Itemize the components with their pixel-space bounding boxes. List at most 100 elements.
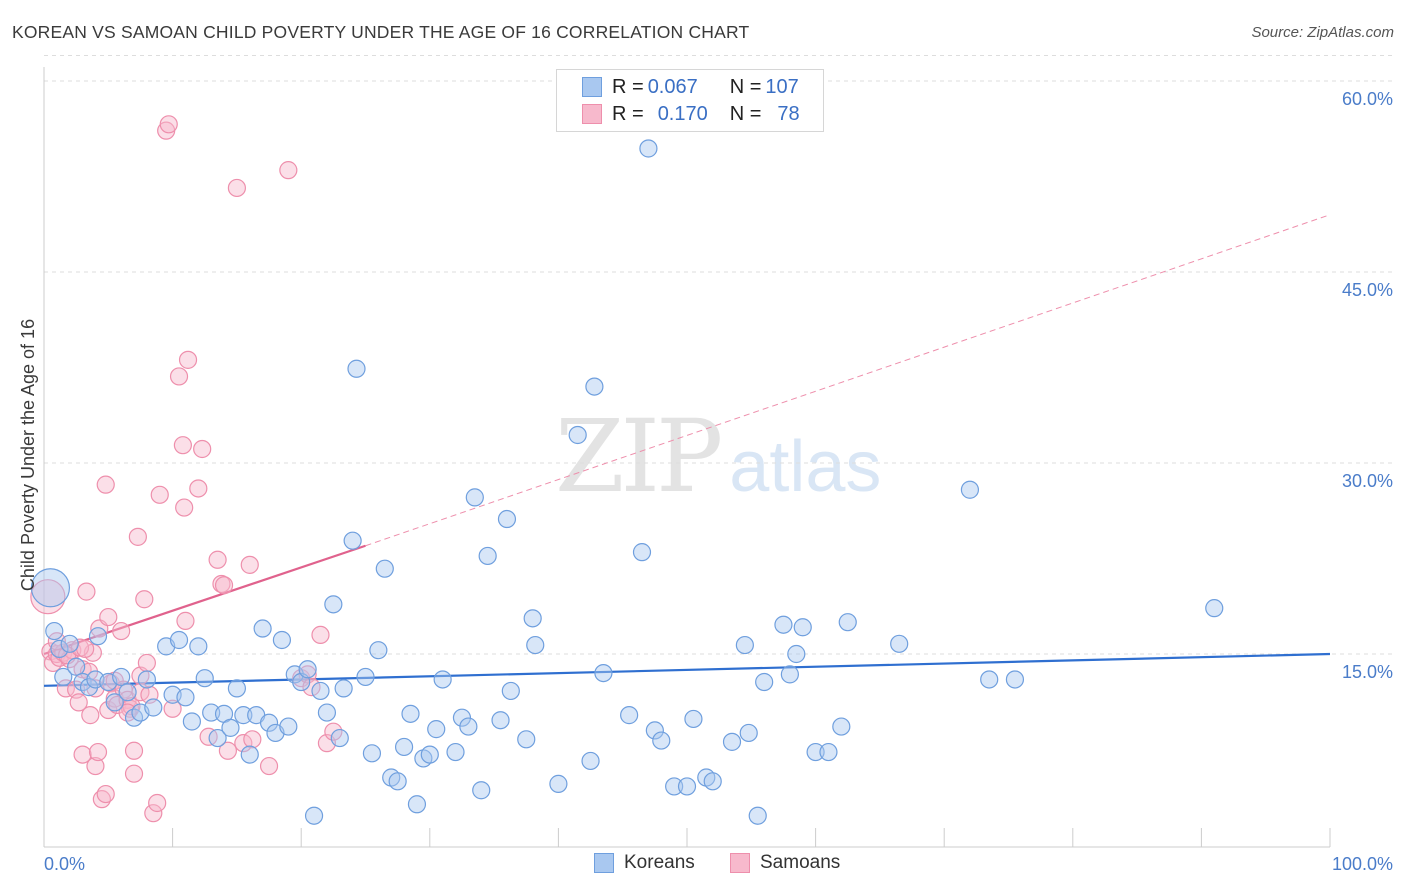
korean-point [581, 751, 600, 771]
korean-swatch [582, 77, 602, 97]
korean-point [433, 670, 452, 689]
samoan-point [144, 804, 163, 823]
samoan-point [208, 550, 227, 569]
samoan-point [259, 756, 279, 776]
legend-item-koreans[interactable]: Koreans [594, 852, 695, 874]
korean-point [739, 723, 758, 743]
legend-n-label: N = [729, 102, 762, 125]
korean-point [1005, 670, 1025, 689]
samoan-point [193, 439, 212, 459]
samoan-point [163, 699, 182, 718]
korean-point [304, 806, 324, 825]
samoan-point [189, 479, 208, 498]
korean-point [60, 634, 79, 653]
korean-point [347, 359, 366, 378]
samoan-point [240, 555, 259, 574]
samoan-trend-line-dashed [365, 214, 1331, 547]
samoan-point [99, 700, 118, 720]
legend-row-samoans: R = 0.170 N = 78 [557, 101, 800, 127]
samoan-point [81, 706, 100, 725]
samoan-point [124, 741, 144, 760]
korean-point [401, 704, 420, 723]
korean-point [221, 718, 240, 737]
samoan-point [302, 678, 321, 697]
korean-point [722, 732, 742, 751]
samoan-point [112, 621, 131, 641]
korean-point [144, 698, 163, 717]
tick-labels: 15.0% 30.0% 45.0% 60.0% 0.0% 100.0% [44, 89, 1393, 874]
samoan-point [69, 693, 88, 712]
y-tick-label: 15.0% [1342, 662, 1393, 682]
korean-point [182, 712, 201, 731]
korean-point [240, 745, 259, 764]
korean-point [459, 717, 478, 736]
legend-item-samoans[interactable]: Samoans [730, 852, 840, 874]
korean-point [501, 681, 520, 701]
samoan-point [234, 734, 253, 753]
korean-point [195, 669, 214, 688]
korean-point [684, 709, 703, 729]
korean-point [465, 488, 484, 507]
watermark-atlas: atlas [729, 427, 882, 507]
samoan-point [30, 579, 66, 615]
korean-point [1205, 599, 1224, 618]
korean-point [369, 641, 388, 660]
korean-point [526, 635, 545, 655]
legend-label-koreans: Koreans [624, 852, 695, 873]
samoan-point [124, 764, 144, 783]
korean-point [227, 679, 246, 698]
samoan-point [243, 730, 262, 749]
korean-point [427, 720, 446, 739]
korean-point [202, 703, 221, 722]
korean-point [208, 728, 227, 748]
korean-point [176, 688, 195, 707]
axes [43, 67, 1331, 848]
korean-point [317, 703, 337, 722]
korean-point [343, 531, 362, 550]
korean-point [298, 660, 317, 679]
korean-point [787, 644, 806, 664]
korean-point [394, 737, 414, 757]
korean-point [793, 618, 812, 637]
korean-point [980, 670, 999, 689]
korean-point [259, 713, 279, 732]
korean-point [30, 568, 71, 608]
samoan-point [175, 498, 194, 517]
korean-point [452, 708, 472, 727]
samoan-point [76, 639, 95, 659]
samoan-point [178, 350, 198, 369]
korean-point [169, 630, 189, 650]
watermark-zip: ZIP [555, 398, 723, 515]
data-points [30, 115, 1224, 825]
samoan-point [96, 784, 115, 804]
legend-r-value: 0.170 [657, 102, 708, 125]
korean-point [189, 637, 208, 656]
korean-point [497, 509, 517, 529]
chart-title: KOREAN VS SAMOAN CHILD POVERTY UNDER THE… [12, 22, 750, 42]
korean-point [639, 139, 658, 158]
korean-point [79, 678, 99, 697]
korean-point [478, 546, 497, 566]
korean-point [645, 721, 664, 740]
samoan-point [135, 590, 154, 609]
samoan-point [99, 607, 118, 627]
korean-point [88, 627, 108, 646]
korean-point [356, 667, 375, 687]
x-tick-label: 0.0% [44, 854, 85, 874]
korean-point [388, 772, 407, 791]
x-tick-label: 100.0% [1332, 854, 1393, 874]
korean-point [549, 774, 568, 793]
series-legend: Koreans Samoans [0, 852, 1406, 878]
samoan-swatch [730, 853, 750, 873]
samoan-point [218, 741, 237, 760]
samoan-point [128, 527, 147, 546]
korean-point [774, 615, 793, 634]
correlation-legend: R = 0.067 N = 107 R = 0.170 N = 78 [556, 69, 824, 132]
korean-point [137, 670, 156, 689]
korean-point [407, 795, 427, 814]
korean-point [118, 683, 137, 702]
korean-point [780, 665, 799, 684]
korean-point [665, 777, 684, 796]
korean-point [677, 777, 697, 796]
